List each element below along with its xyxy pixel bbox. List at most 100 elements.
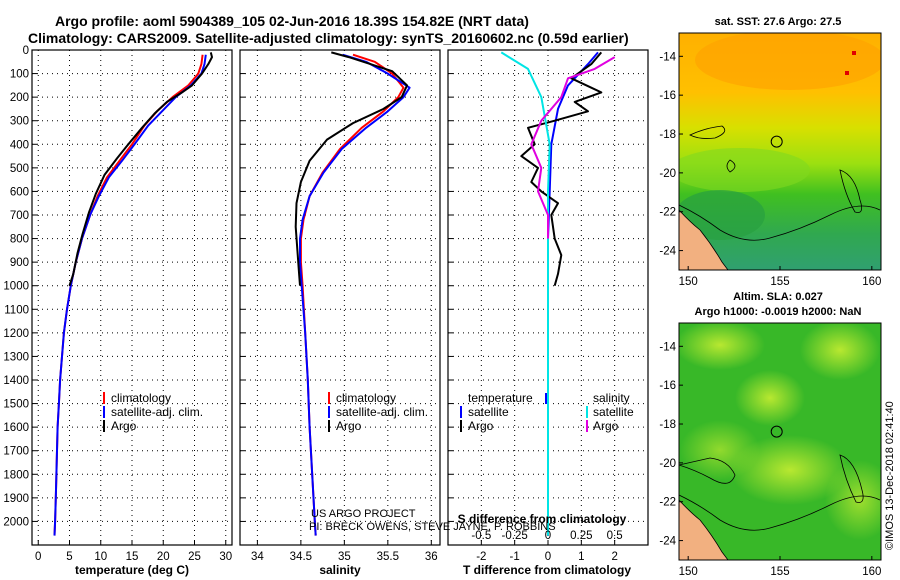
x-tick-label: 35.5 (377, 551, 399, 563)
sla-coastline (679, 499, 729, 560)
map-x-tick-label: 160 (862, 276, 881, 288)
figure-title-line1: Argo profile: aoml 5904389_105 02-Jun-20… (55, 13, 529, 29)
top-axis-tick-label: 0 (545, 530, 551, 542)
difference-ticks: -2 -1 0 1 2 -0.5 -0.25 0 0.25 0.5 (448, 49, 623, 563)
figure-title-line2: Climatology: CARS2009. Satellite-adjuste… (28, 30, 629, 46)
depth-tick-label: 700 (10, 210, 29, 222)
difference-top-axis-label: S difference from climatology (458, 512, 627, 526)
difference-x-label: T difference from climatology (463, 563, 631, 577)
depth-tick-label: 1500 (3, 399, 29, 411)
series-line-t-satellite (547, 51, 599, 536)
sla-reef-contour (679, 454, 864, 503)
depth-tick-label: 0 (23, 45, 29, 57)
sst-map-ticks: 150 155 160 -14 -16 -18 -20 -22 -24 (659, 51, 881, 288)
x-tick-label: 36 (425, 551, 438, 563)
top-axis-tick-label: -0.25 (502, 530, 528, 542)
difference-legend: temperature salinity satellite Argo sate… (460, 391, 634, 433)
salinity-x-label: salinity (319, 563, 361, 577)
legend-label-satellite: satellite-adj. clim. (336, 405, 428, 419)
map-x-tick-label: 160 (862, 566, 881, 578)
sla-high-2 (735, 370, 805, 426)
x-tick-label: 30 (219, 551, 232, 563)
sst-map-title: sat. SST: 27.6 Argo: 27.5 (715, 16, 842, 28)
sla-map-subtitle: Argo h1000: -0.0019 h2000: NaN (695, 306, 862, 318)
map-y-tick-label: -20 (659, 168, 676, 180)
map-y-tick-label: -24 (659, 246, 676, 258)
legend-label-argo: Argo (336, 419, 362, 433)
temperature-panel: 0 5 10 15 20 25 30 temperature (deg C) (31, 49, 233, 577)
depth-tick-label: 1400 (3, 375, 29, 387)
sla-high-6 (825, 460, 881, 540)
depth-tick-label: 1000 (3, 281, 29, 293)
legend-label-climatology: climatology (111, 391, 171, 405)
salinity-panel-frame (239, 49, 441, 546)
sst-hot-pixel-1 (852, 51, 856, 55)
depth-tick-label: 1900 (3, 493, 29, 505)
sla-high-4 (730, 435, 850, 505)
temperature-series (53, 52, 213, 536)
series-line-argo (294, 51, 408, 286)
sla-high-3 (800, 323, 880, 380)
map-y-tick-label: -14 (659, 341, 676, 353)
temperature-ticks: 0 5 10 15 20 25 30 (32, 49, 232, 563)
x-tick-label: 1 (578, 551, 584, 563)
depth-tick-label: 800 (10, 234, 29, 246)
sst-cool-patch (679, 190, 765, 240)
top-axis-tick-label: 0.25 (570, 530, 592, 542)
legend-label-t-satellite: satellite (468, 405, 509, 419)
legend-label-satellite: satellite-adj. clim. (111, 405, 203, 419)
series-line-satellite-adj-clim- (53, 54, 207, 536)
sst-warm-patch (695, 33, 881, 90)
legend-label-argo: Argo (111, 419, 137, 433)
difference-panel: -2 -1 0 1 2 -0.5 -0.25 0 0.25 0.5 T difference fr… (447, 49, 649, 577)
depth-tick-label: 300 (10, 116, 29, 128)
map-x-tick-label: 150 (679, 276, 698, 288)
legend-label-s-argo: Argo (593, 419, 619, 433)
x-tick-label: 35 (338, 551, 351, 563)
salinity-legend: climatology satellite-adj. clim. Argo (328, 391, 428, 433)
sst-argo-marker (770, 135, 783, 148)
temperature-grid (32, 49, 232, 545)
map-y-tick-label: -16 (659, 380, 676, 392)
depth-tick-label: 600 (10, 186, 29, 198)
depth-tick-label: 100 (10, 69, 29, 81)
legend-title-temperature: temperature (468, 391, 533, 405)
x-tick-label: 15 (126, 551, 139, 563)
x-tick-label: 34.5 (290, 551, 312, 563)
depth-tick-label: 1700 (3, 446, 29, 458)
x-tick-label: 20 (157, 551, 170, 563)
x-tick-label: 34 (251, 551, 264, 563)
map-x-tick-label: 150 (679, 566, 698, 578)
top-axis-tick-label: 0.5 (607, 530, 623, 542)
depth-tick-label: 900 (10, 257, 29, 269)
map-y-tick-label: -22 (659, 207, 676, 219)
series-line-t-argo (520, 51, 603, 286)
sst-green-patch (679, 148, 810, 192)
top-axis-tick-label: -0.5 (471, 530, 491, 542)
legend-label-s-satellite: satellite (593, 405, 634, 419)
sst-map-panel: sat. SST: 27.6 Argo: 27.5 150 155 160 -14 -1… (659, 16, 882, 288)
x-tick-label: -1 (510, 551, 520, 563)
map-y-tick-label: -14 (659, 51, 676, 63)
map-y-tick-label: -22 (659, 497, 676, 509)
salinity-series (294, 51, 411, 536)
depth-tick-label: 1200 (3, 328, 29, 340)
sla-high-1 (679, 323, 765, 370)
map-x-tick-label: 155 (770, 566, 789, 578)
depth-tick-label: 2000 (3, 516, 29, 528)
imos-timestamp: ©IMOS 13-Dec-2018 02:41:40 (884, 401, 896, 550)
series-line-s-satellite (500, 51, 551, 536)
project-credit: US ARGO PROJECT (311, 508, 416, 520)
map-x-tick-label: 155 (770, 276, 789, 288)
series-line-satellite-adj-clim- (299, 53, 411, 536)
series-line-climatology (53, 54, 204, 536)
series-line-s-argo (530, 56, 616, 239)
salinity-panel: 34 34.5 35 35.5 36 salinity (239, 49, 441, 577)
depth-tick-label: 1600 (3, 422, 29, 434)
sla-map-title: Altim. SLA: 0.027 (733, 291, 823, 303)
series-line-argo (68, 52, 213, 287)
map-y-tick-label: -24 (659, 536, 676, 548)
sla-high-5 (680, 420, 760, 480)
depth-tick-label: 500 (10, 163, 29, 175)
